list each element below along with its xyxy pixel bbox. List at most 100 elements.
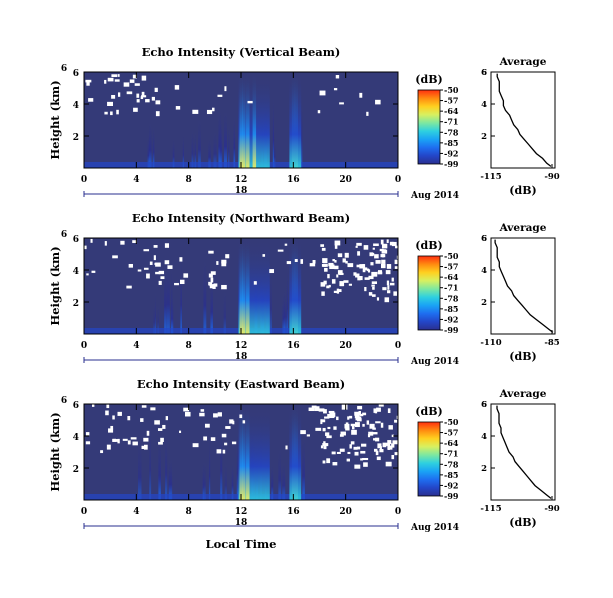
missing-data-cell bbox=[391, 434, 395, 438]
echo-streak bbox=[268, 262, 272, 334]
missing-data-cell bbox=[366, 268, 370, 272]
panel-2: Echo Intensity (Northward Beam) 2 4 66 Heigh… bbox=[48, 211, 459, 367]
colorbar-title: (dB) bbox=[415, 405, 442, 418]
missing-data-cell bbox=[179, 430, 182, 434]
missing-data-cell bbox=[373, 408, 377, 413]
missing-data-cell bbox=[91, 270, 96, 273]
missing-data-cell bbox=[348, 283, 352, 286]
echo-streak bbox=[284, 285, 288, 334]
echo-16h-streak bbox=[289, 72, 302, 168]
missing-data-cell bbox=[320, 282, 326, 287]
missing-data-cell bbox=[391, 241, 397, 247]
missing-data-cell bbox=[372, 427, 376, 430]
missing-data-cell bbox=[327, 274, 330, 279]
average-x-label: (dB) bbox=[509, 184, 536, 197]
missing-data-cell bbox=[164, 260, 170, 265]
missing-data-cell bbox=[334, 244, 338, 249]
missing-data-cell bbox=[134, 83, 140, 86]
panel-1: Echo Intensity (Vertical Beam) 2 4 66 Height… bbox=[48, 45, 459, 201]
missing-data-cell bbox=[342, 258, 346, 263]
missing-data-cell bbox=[382, 254, 385, 258]
missing-data-cell bbox=[336, 416, 339, 421]
missing-data-cell bbox=[322, 427, 326, 432]
missing-data-cell bbox=[184, 411, 191, 417]
missing-data-cell bbox=[394, 452, 398, 456]
x-tick-label: 4 bbox=[133, 507, 139, 517]
chart-title: Echo Intensity (Eastward Beam) bbox=[137, 377, 345, 391]
colorbar-tick-label: -64 bbox=[444, 272, 459, 282]
missing-data-cell bbox=[324, 267, 328, 272]
echo-streak bbox=[220, 416, 223, 500]
average-frame bbox=[490, 237, 556, 335]
missing-data-cell bbox=[380, 263, 386, 269]
missing-data-cell bbox=[391, 443, 395, 448]
missing-data-cell bbox=[239, 414, 243, 419]
x-tick-label: 12 bbox=[235, 507, 248, 517]
missing-data-cell bbox=[360, 458, 364, 461]
missing-data-cell bbox=[210, 271, 216, 275]
missing-data-cell bbox=[376, 407, 381, 412]
echo-streak bbox=[231, 459, 234, 500]
missing-data-cell bbox=[323, 441, 326, 444]
missing-data-cell bbox=[385, 461, 392, 467]
missing-data-cell bbox=[385, 270, 391, 275]
echo-streak bbox=[219, 118, 223, 168]
missing-data-cell bbox=[208, 281, 211, 286]
missing-data-cell bbox=[386, 280, 390, 286]
colorbar-tick-label: -57 bbox=[444, 428, 458, 438]
missing-data-cell bbox=[344, 252, 349, 258]
missing-data-cell bbox=[362, 412, 367, 416]
heatmap-area bbox=[84, 72, 398, 168]
missing-data-cell bbox=[165, 416, 169, 421]
missing-data-cell bbox=[116, 109, 119, 115]
missing-data-cell bbox=[359, 413, 364, 417]
missing-data-cell bbox=[361, 443, 367, 447]
missing-data-cell bbox=[353, 272, 357, 276]
colorbar-tick-label: -78 bbox=[444, 459, 459, 469]
missing-data-cell bbox=[203, 436, 208, 441]
missing-data-cell bbox=[140, 96, 144, 100]
missing-data-cell bbox=[224, 442, 228, 446]
missing-data-cell bbox=[387, 290, 391, 294]
missing-data-cell bbox=[199, 412, 205, 417]
missing-data-cell bbox=[143, 437, 149, 442]
missing-data-cell bbox=[345, 427, 350, 431]
missing-data-cell bbox=[334, 260, 337, 263]
x-tick-label: 16 bbox=[287, 175, 300, 185]
colorbar-title: (dB) bbox=[415, 239, 442, 252]
missing-data-cell bbox=[357, 405, 363, 410]
y-axis-label: Height (km) bbox=[48, 246, 62, 325]
missing-data-cell bbox=[312, 260, 316, 264]
missing-data-cell bbox=[351, 425, 355, 430]
missing-data-cell bbox=[141, 75, 147, 81]
average-y-tick-label: 2 bbox=[481, 132, 487, 142]
missing-data-cell bbox=[130, 437, 137, 440]
colorbar-2: (dB)-50-57-64-71-78-85-92-99 bbox=[415, 239, 459, 335]
heatmap-area bbox=[84, 238, 398, 334]
missing-data-cell bbox=[323, 444, 327, 450]
missing-data-cell bbox=[309, 263, 316, 267]
average-y-tick-label: 4 bbox=[481, 266, 487, 276]
echo-streak bbox=[271, 460, 274, 500]
missing-data-cell bbox=[85, 441, 91, 445]
missing-data-cell bbox=[106, 444, 111, 450]
missing-data-cell bbox=[339, 434, 344, 437]
echo-streak bbox=[273, 135, 276, 168]
missing-data-cell bbox=[379, 446, 382, 451]
average-x-tick-label: -85 bbox=[544, 338, 559, 348]
y-tick-label: 6 bbox=[73, 69, 79, 79]
missing-data-cell bbox=[320, 445, 324, 449]
echo-streak bbox=[198, 114, 201, 168]
missing-data-cell bbox=[262, 254, 266, 257]
missing-data-cell bbox=[357, 251, 361, 256]
average-frame bbox=[490, 71, 556, 169]
missing-data-cell bbox=[360, 450, 366, 454]
missing-data-cell bbox=[110, 425, 114, 430]
missing-data-cell bbox=[143, 249, 150, 252]
missing-data-cell bbox=[355, 416, 362, 421]
missing-data-cell bbox=[117, 438, 120, 444]
missing-data-cell bbox=[253, 281, 257, 285]
y-axis-label: Height (km) bbox=[48, 412, 62, 491]
missing-data-cell bbox=[157, 428, 163, 431]
average-title: Average bbox=[499, 222, 547, 234]
